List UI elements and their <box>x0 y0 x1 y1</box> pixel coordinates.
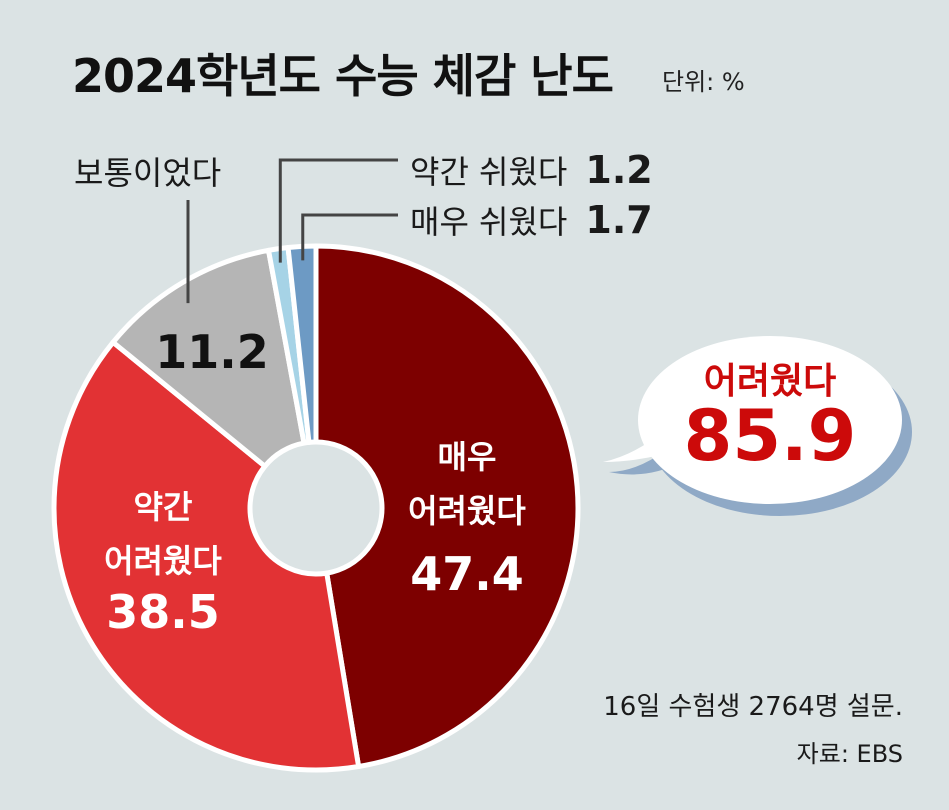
slice-very-easy <box>285 243 319 445</box>
chart-title: 2024학년도 수능 체감 난도 <box>72 49 614 103</box>
label-slightly-easy-text: 약간 쉬웠다 <box>410 153 568 191</box>
unit-label: 단위: % <box>662 68 745 96</box>
callout-label: 어려웠다 <box>703 361 837 402</box>
bubble-body <box>638 336 902 504</box>
label-normal: 보통이었다 <box>74 148 221 194</box>
slice-normal-value: 11.2 <box>155 325 269 379</box>
slice-slightly-hard-label-line1: 약간 <box>134 488 193 526</box>
label-very-easy-value: 1.7 <box>585 198 653 242</box>
label-very-easy-text: 매우 쉬웠다 <box>410 203 568 241</box>
label-slightly-easy: 약간 쉬웠다 1.2 <box>410 147 653 193</box>
label-normal-text: 보통이었다 <box>74 154 222 192</box>
callout-bubble <box>603 336 912 516</box>
slice-very-hard <box>313 243 581 770</box>
survey-note: 16일 수험생 2764명 설문. <box>603 692 903 722</box>
label-slightly-easy-value: 1.2 <box>585 148 653 192</box>
leader-slightly-easy <box>278 158 398 263</box>
slice-very-hard-value: 47.4 <box>410 547 524 601</box>
slice-normal <box>110 247 307 469</box>
slice-slightly-hard <box>51 339 362 773</box>
source-credit: 자료: EBS <box>796 740 903 768</box>
slice-very-hard-label-line2: 어려웠다 <box>408 492 526 530</box>
callout-value: 85.9 <box>683 395 857 477</box>
leader-very-easy <box>301 213 398 261</box>
slice-very-hard-label-line1: 매우 <box>438 438 497 476</box>
label-very-easy: 매우 쉬웠다 1.7 <box>410 197 653 243</box>
slice-slightly-hard-value: 38.5 <box>106 585 220 639</box>
bubble-tail <box>603 430 690 462</box>
slice-slightly-hard-label-line2: 어려웠다 <box>104 542 222 580</box>
